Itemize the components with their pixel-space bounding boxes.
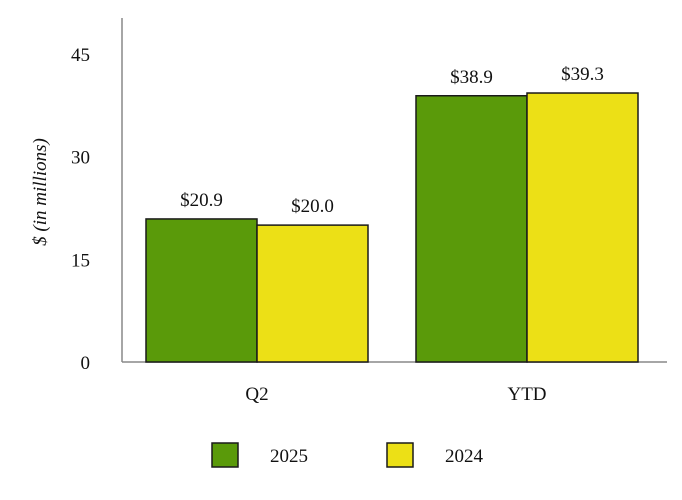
bars	[145, 92, 639, 363]
y-tick-labels: 0 15 30 45	[71, 45, 90, 374]
legend: 2025 2024	[211, 442, 484, 468]
category-label-q2: Q2	[245, 384, 268, 405]
value-labels: $20.9 $20.0 $38.9 $39.3	[180, 64, 604, 217]
y-tick-label: 15	[71, 250, 90, 271]
bar-2024-q2	[256, 224, 369, 363]
y-tick-label: 30	[71, 148, 90, 169]
legend-label-2024: 2024	[445, 446, 484, 467]
category-label-ytd: YTD	[507, 384, 546, 405]
value-label: $20.9	[180, 190, 223, 211]
y-axis-label: $ (in millions)	[30, 138, 51, 246]
category-labels: Q2 YTD	[245, 384, 546, 405]
value-label: $39.3	[561, 64, 604, 85]
bar-2025-q2	[145, 218, 258, 363]
value-label: $20.0	[291, 196, 334, 217]
legend-swatch-2025	[211, 442, 239, 468]
y-tick-label: 0	[81, 353, 91, 374]
bar-2024-ytd	[526, 92, 639, 363]
y-tick-label: 45	[71, 45, 90, 66]
legend-label-2025: 2025	[270, 446, 308, 467]
value-label: $38.9	[450, 67, 493, 88]
bar-2025-ytd	[415, 95, 528, 363]
legend-swatch-2024	[386, 442, 414, 468]
